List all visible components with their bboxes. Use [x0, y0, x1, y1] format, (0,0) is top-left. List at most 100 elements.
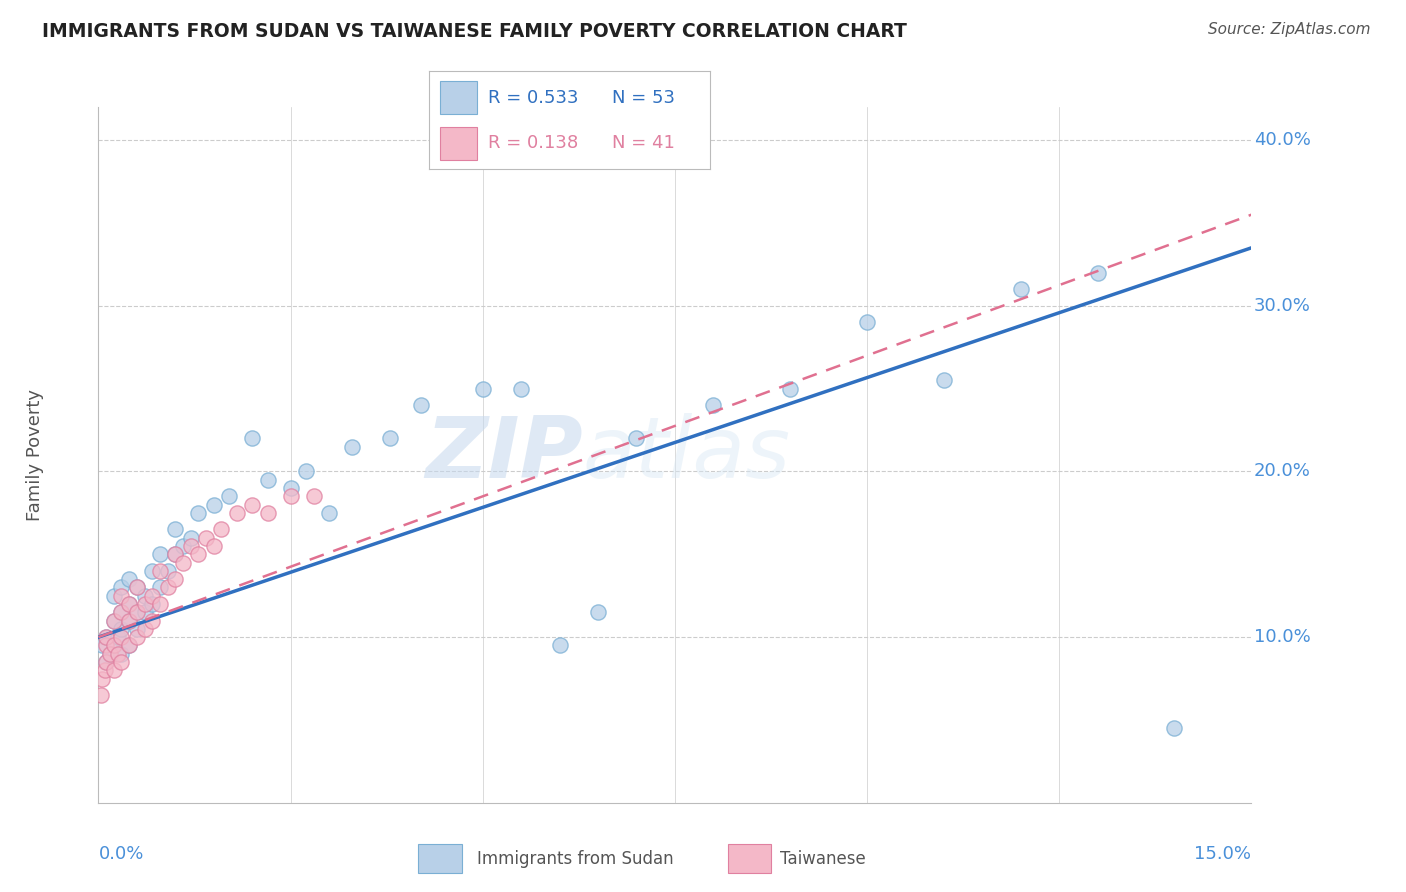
Point: [110, 581, 132, 595]
Point: [202, 498, 225, 512]
Point: [187, 547, 209, 561]
Point: [103, 589, 125, 603]
Point: [702, 398, 724, 412]
Point: [94, 630, 117, 644]
Point: [110, 589, 132, 603]
Point: [103, 663, 125, 677]
Bar: [440, 81, 477, 113]
Text: Family Poverty: Family Poverty: [25, 389, 44, 521]
Point: [471, 382, 494, 396]
Point: [94, 655, 117, 669]
Point: [295, 465, 318, 479]
Point: [118, 614, 141, 628]
Point: [149, 597, 172, 611]
Point: [94, 630, 117, 644]
Point: [165, 547, 187, 561]
Point: [302, 489, 325, 503]
Point: [187, 506, 209, 520]
Point: [156, 564, 179, 578]
Point: [779, 382, 801, 396]
Point: [98, 647, 121, 661]
Point: [180, 539, 202, 553]
Text: atlas: atlas: [582, 413, 790, 497]
Point: [318, 506, 340, 520]
Point: [141, 564, 163, 578]
Text: ZIP: ZIP: [425, 413, 582, 497]
Point: [110, 622, 132, 636]
Text: IMMIGRANTS FROM SUDAN VS TAIWANESE FAMILY POVERTY CORRELATION CHART: IMMIGRANTS FROM SUDAN VS TAIWANESE FAMIL…: [42, 22, 907, 41]
Point: [1087, 266, 1109, 280]
Point: [240, 498, 263, 512]
Point: [91, 672, 114, 686]
Point: [165, 523, 187, 537]
Bar: [419, 844, 461, 873]
Text: 10.0%: 10.0%: [1254, 628, 1310, 646]
Point: [134, 622, 156, 636]
Point: [165, 547, 187, 561]
Point: [149, 581, 172, 595]
Point: [149, 564, 172, 578]
Point: [134, 589, 156, 603]
Text: Source: ZipAtlas.com: Source: ZipAtlas.com: [1208, 22, 1371, 37]
Text: N = 53: N = 53: [612, 89, 675, 107]
Point: [180, 531, 202, 545]
Point: [141, 597, 163, 611]
Text: Taiwanese: Taiwanese: [780, 849, 866, 868]
Point: [156, 581, 179, 595]
Point: [548, 639, 571, 653]
Point: [103, 614, 125, 628]
Point: [110, 630, 132, 644]
Point: [103, 614, 125, 628]
Bar: [440, 128, 477, 160]
Point: [107, 647, 129, 661]
Point: [141, 614, 163, 628]
Point: [110, 605, 132, 619]
Text: R = 0.533: R = 0.533: [488, 89, 578, 107]
Point: [172, 539, 194, 553]
Point: [256, 506, 278, 520]
Point: [218, 489, 240, 503]
Text: Immigrants from Sudan: Immigrants from Sudan: [477, 849, 673, 868]
Point: [256, 473, 278, 487]
Point: [1163, 721, 1185, 735]
Point: [1010, 282, 1032, 296]
Point: [94, 639, 117, 653]
Point: [172, 556, 194, 570]
Point: [165, 572, 187, 586]
Point: [134, 597, 156, 611]
Point: [94, 655, 117, 669]
Point: [103, 639, 125, 653]
Point: [856, 315, 879, 329]
Point: [340, 440, 363, 454]
Point: [149, 547, 172, 561]
Point: [125, 605, 148, 619]
Point: [240, 431, 263, 445]
Point: [118, 597, 141, 611]
Point: [125, 605, 148, 619]
Text: N = 41: N = 41: [612, 134, 675, 152]
Text: R = 0.138: R = 0.138: [488, 134, 578, 152]
Point: [380, 431, 402, 445]
Point: [411, 398, 433, 412]
Point: [280, 481, 302, 495]
Point: [118, 614, 141, 628]
Point: [280, 489, 302, 503]
Text: 15.0%: 15.0%: [1194, 845, 1251, 863]
Point: [125, 630, 148, 644]
Text: 0.0%: 0.0%: [98, 845, 143, 863]
Text: 40.0%: 40.0%: [1254, 131, 1310, 149]
Point: [626, 431, 648, 445]
Point: [125, 581, 148, 595]
Point: [110, 605, 132, 619]
Point: [118, 639, 141, 653]
Point: [91, 639, 114, 653]
Point: [118, 639, 141, 653]
Point: [98, 647, 121, 661]
Point: [118, 597, 141, 611]
Bar: [728, 844, 770, 873]
Point: [586, 605, 609, 619]
Point: [107, 630, 129, 644]
Point: [134, 605, 156, 619]
Point: [110, 647, 132, 661]
Point: [209, 523, 232, 537]
